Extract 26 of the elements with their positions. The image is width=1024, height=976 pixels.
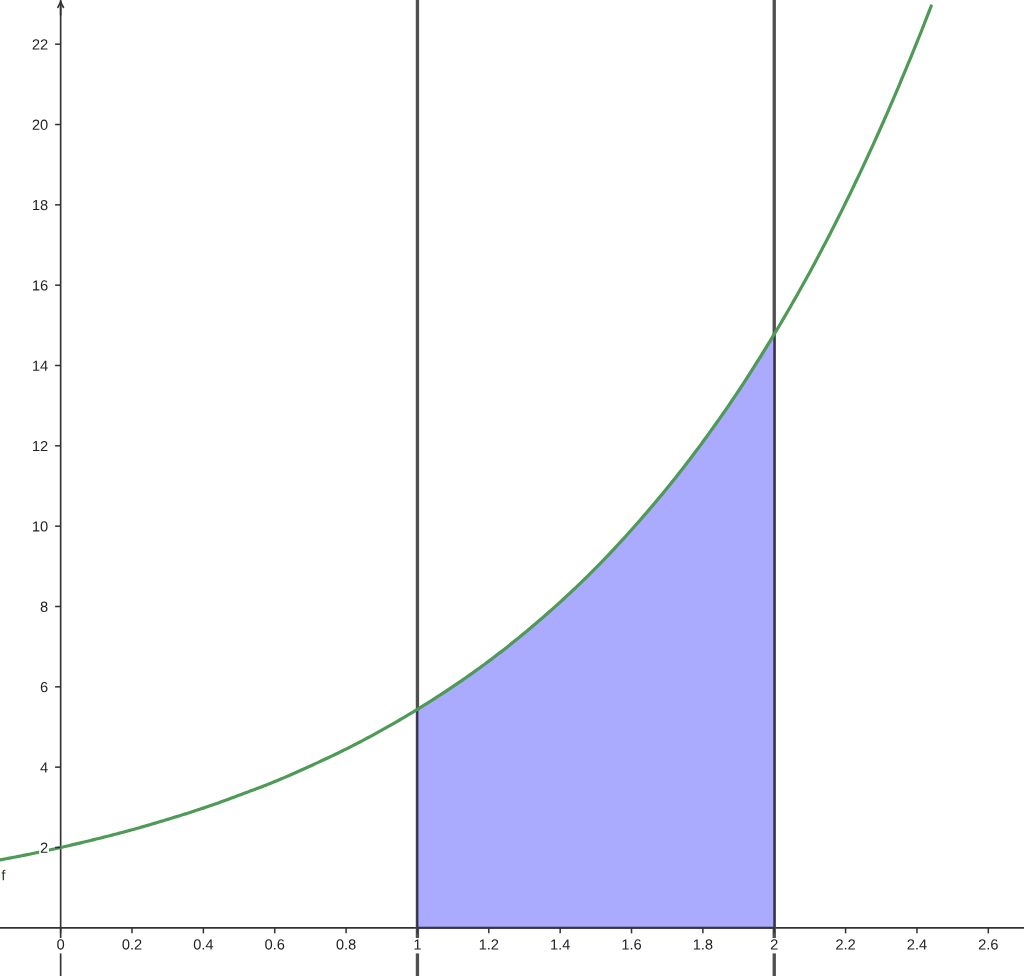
y-tick-label: 8	[40, 601, 48, 612]
x-tick-label: 1.8	[693, 939, 713, 950]
x-tick-label: 0.4	[193, 939, 214, 950]
y-tick-label: 14	[33, 360, 48, 371]
x-tick-label: 2.4	[907, 939, 927, 950]
x-tick-label: 2	[770, 939, 778, 950]
x-tick-label: 1.4	[551, 939, 570, 950]
y-tick-label: 12	[33, 440, 48, 452]
y-tick-label: 2	[40, 842, 48, 853]
x-tick-label: 1.2	[479, 939, 499, 950]
y-tick-label: 22	[32, 39, 48, 50]
series-label: f	[1, 869, 6, 881]
x-tick-label: 0.2	[122, 939, 142, 950]
y-tick-label: 10	[33, 521, 48, 532]
x-tick-label: 0.8	[336, 939, 356, 950]
y-tick-label: 16	[33, 280, 48, 291]
y-tick-label: 18	[33, 199, 48, 211]
x-tick-label: 1	[414, 939, 421, 950]
x-tick-label: 2.6	[978, 939, 998, 950]
x-tick-label: 0.6	[265, 939, 285, 950]
x-tick-label: 2.2	[836, 939, 856, 950]
y-tick-label: 6	[40, 681, 48, 693]
y-tick-label: 20	[32, 119, 48, 130]
x-tick-label: 1.6	[622, 939, 642, 950]
y-tick-label: 4	[40, 762, 48, 773]
x-tick-label: 0	[57, 939, 65, 950]
